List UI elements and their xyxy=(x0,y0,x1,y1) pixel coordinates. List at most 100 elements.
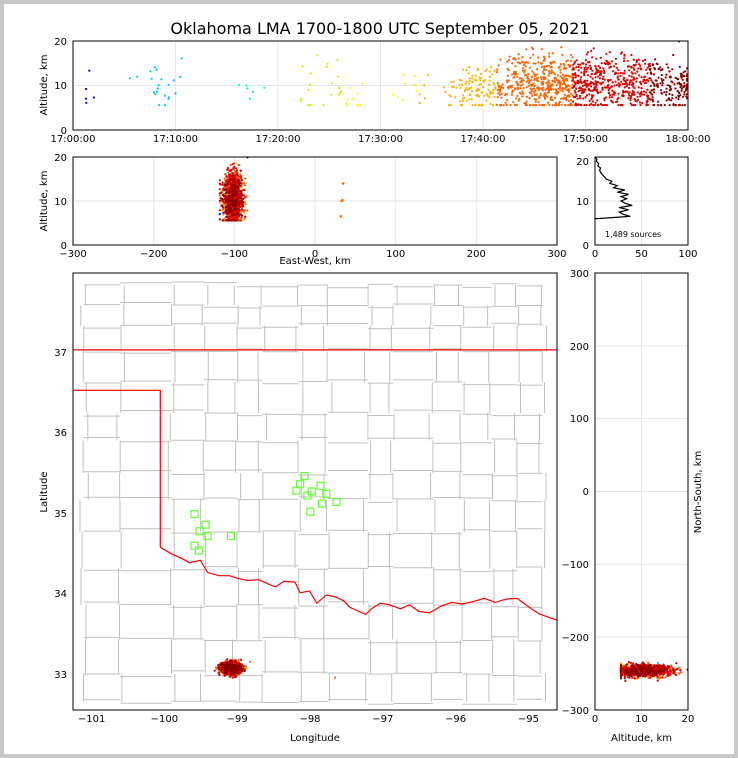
ew-height-point xyxy=(234,213,237,216)
time-height-point xyxy=(522,63,526,66)
ew-height-point xyxy=(235,170,238,173)
time-height-point xyxy=(634,63,637,66)
ew-height-point xyxy=(246,209,249,212)
time-height-point xyxy=(631,72,634,75)
lma-station-marker xyxy=(322,489,331,498)
time-height-point xyxy=(590,102,593,105)
time-height-point xyxy=(510,84,513,87)
time-height-point xyxy=(588,93,591,96)
time-height-point xyxy=(535,73,538,76)
time-height-point xyxy=(619,74,622,78)
time-height-point xyxy=(461,99,465,103)
time-height-point xyxy=(555,104,558,107)
time-height-point xyxy=(574,102,577,105)
time-height-point xyxy=(621,104,624,107)
time-height-point xyxy=(599,90,602,93)
time-height-point xyxy=(550,70,553,73)
time-height-point xyxy=(621,72,624,75)
time-height-point xyxy=(468,82,471,85)
plan-xtick-98: −98 xyxy=(299,714,320,725)
time-height-point xyxy=(581,84,585,87)
time-height-point xyxy=(638,74,641,77)
time-height-point xyxy=(681,78,684,81)
time-height-point xyxy=(338,86,341,89)
time-height-point xyxy=(548,55,551,58)
time-height-point xyxy=(613,65,616,68)
time-height-point xyxy=(580,71,583,74)
plan-view-point xyxy=(220,668,223,672)
time-height-point xyxy=(527,72,530,75)
time-height-point xyxy=(174,92,177,95)
time-height-point xyxy=(309,72,312,75)
time-height-point xyxy=(541,80,545,83)
time-height-point xyxy=(415,89,418,92)
time-height-point xyxy=(88,69,91,72)
ew-xlabel: East-West, km xyxy=(279,256,350,267)
ns-height-point xyxy=(664,676,667,679)
time-height-point xyxy=(586,74,590,77)
time-height-point xyxy=(583,79,587,82)
time-height-point xyxy=(574,76,577,79)
ew-height-point xyxy=(234,167,237,170)
ew-height-point xyxy=(230,213,233,217)
time-height-point xyxy=(465,69,468,72)
time-height-point xyxy=(579,89,582,92)
time-height-point xyxy=(622,76,626,80)
time-height-point xyxy=(638,101,642,104)
time-height-point xyxy=(517,53,520,56)
plan-xlabel: Longitude xyxy=(290,733,340,744)
time-height-point xyxy=(678,104,682,107)
time-height-point xyxy=(542,55,546,59)
time-height-point xyxy=(588,104,591,107)
time-height-point xyxy=(599,73,603,76)
time-height-point xyxy=(520,77,523,80)
time-height-point xyxy=(557,104,561,107)
time-height-point xyxy=(569,75,572,78)
time-height-point xyxy=(555,84,558,87)
time-height-point xyxy=(512,89,515,92)
ew-height-point xyxy=(227,197,231,200)
time-height-point xyxy=(632,58,635,61)
time-height-point xyxy=(601,104,604,107)
ew-height-point xyxy=(236,212,240,215)
time-height-point xyxy=(557,91,560,94)
time-height-point xyxy=(564,104,567,107)
time-height-point xyxy=(666,84,669,87)
time-height-point xyxy=(423,97,426,100)
time-height-point xyxy=(518,77,522,80)
time-height-point xyxy=(636,70,639,73)
time-height-point xyxy=(497,92,500,95)
time-height-point xyxy=(521,56,524,59)
plan-view-point xyxy=(233,665,236,668)
ew-height-point xyxy=(244,177,247,180)
time-height-point xyxy=(513,76,516,79)
time-height-point xyxy=(650,72,653,75)
ew-height-point xyxy=(222,213,225,216)
th-ytick-20: 20 xyxy=(54,37,67,48)
time-height-point xyxy=(164,94,167,97)
time-height-point xyxy=(482,85,485,89)
time-height-point xyxy=(588,61,591,64)
time-height-point xyxy=(660,89,663,92)
time-height-point xyxy=(628,83,631,86)
time-height-point xyxy=(607,80,610,83)
ew-height-point xyxy=(221,183,224,187)
time-height-point xyxy=(640,68,643,71)
ew-height-point xyxy=(235,186,238,189)
time-height-point xyxy=(583,70,586,73)
time-height-point xyxy=(449,95,452,98)
time-height-point xyxy=(586,79,589,82)
time-height-point xyxy=(307,104,310,107)
time-height-points xyxy=(84,41,688,107)
time-height-point xyxy=(644,75,647,78)
ew-height-point xyxy=(225,215,228,219)
time-height-point xyxy=(128,77,131,80)
time-height-point xyxy=(542,76,545,79)
time-height-point xyxy=(488,70,491,73)
time-height-point xyxy=(642,90,646,93)
ew-height-point xyxy=(241,214,244,217)
time-height-point xyxy=(527,61,530,64)
time-height-point xyxy=(610,96,614,99)
time-height-point xyxy=(623,54,626,57)
plan-view-point xyxy=(221,663,224,666)
